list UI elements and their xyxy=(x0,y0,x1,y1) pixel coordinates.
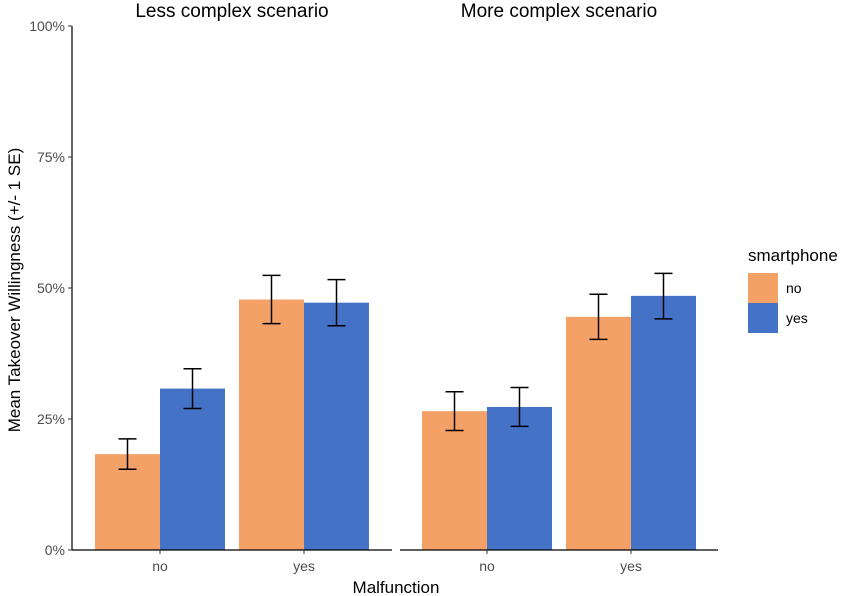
facet-panel: More complex scenario no yes xyxy=(400,1,718,574)
x-tick-label: no xyxy=(479,558,495,574)
bar xyxy=(160,388,225,550)
legend-title: smartphone xyxy=(748,246,838,265)
facet-panel: Less complex scenario no yes 0% 25% 50% 75% 100… xyxy=(29,1,392,574)
bar xyxy=(95,454,160,550)
facet-title: Less complex scenario xyxy=(135,1,328,22)
bar xyxy=(422,411,487,550)
legend-label: yes xyxy=(786,310,808,326)
y-tick-label: 50% xyxy=(37,280,65,296)
bar xyxy=(566,316,631,550)
legend: smartphone no yes xyxy=(748,246,838,333)
y-tick-label: 25% xyxy=(37,411,65,427)
bar xyxy=(304,302,369,550)
facets: Less complex scenario no yes 0% 25% 50% 75% 100… xyxy=(29,1,718,574)
y-axis-title: Mean Takeover Willingness (+/- 1 SE) xyxy=(5,148,24,433)
y-tick-label: 75% xyxy=(37,149,65,165)
legend-label: no xyxy=(786,280,802,296)
bar xyxy=(487,406,552,550)
y-tick-label: 100% xyxy=(29,18,65,34)
bar xyxy=(239,299,304,550)
legend-swatch xyxy=(748,303,778,333)
bar xyxy=(631,295,696,550)
x-tick-label: yes xyxy=(293,558,315,574)
legend-swatch xyxy=(748,273,778,303)
facet-title: More complex scenario xyxy=(461,1,657,22)
x-axis-title: Malfunction xyxy=(353,578,440,596)
y-tick-label: 0% xyxy=(45,542,65,558)
x-tick-label: yes xyxy=(620,558,642,574)
x-tick-label: no xyxy=(152,558,168,574)
